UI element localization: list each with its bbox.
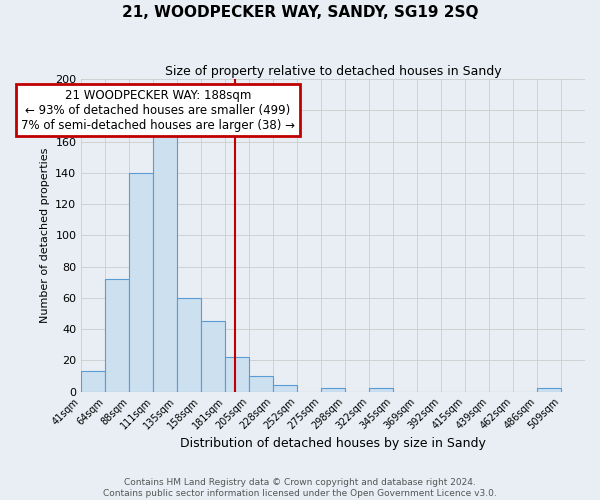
Text: 21, WOODPECKER WAY, SANDY, SG19 2SQ: 21, WOODPECKER WAY, SANDY, SG19 2SQ <box>122 5 478 20</box>
Bar <box>249 376 273 392</box>
Y-axis label: Number of detached properties: Number of detached properties <box>40 148 50 323</box>
Bar <box>177 298 201 392</box>
X-axis label: Distribution of detached houses by size in Sandy: Distribution of detached houses by size … <box>180 437 486 450</box>
Bar <box>129 173 153 392</box>
Bar <box>537 388 561 392</box>
Bar <box>153 134 177 392</box>
Bar <box>81 372 105 392</box>
Title: Size of property relative to detached houses in Sandy: Size of property relative to detached ho… <box>165 65 502 78</box>
Bar <box>321 388 345 392</box>
Bar <box>369 388 393 392</box>
Text: Contains HM Land Registry data © Crown copyright and database right 2024.
Contai: Contains HM Land Registry data © Crown c… <box>103 478 497 498</box>
Bar <box>225 357 249 392</box>
Bar <box>105 279 129 392</box>
Bar <box>201 322 225 392</box>
Text: 21 WOODPECKER WAY: 188sqm
← 93% of detached houses are smaller (499)
7% of semi-: 21 WOODPECKER WAY: 188sqm ← 93% of detac… <box>21 88 295 132</box>
Bar <box>273 386 297 392</box>
